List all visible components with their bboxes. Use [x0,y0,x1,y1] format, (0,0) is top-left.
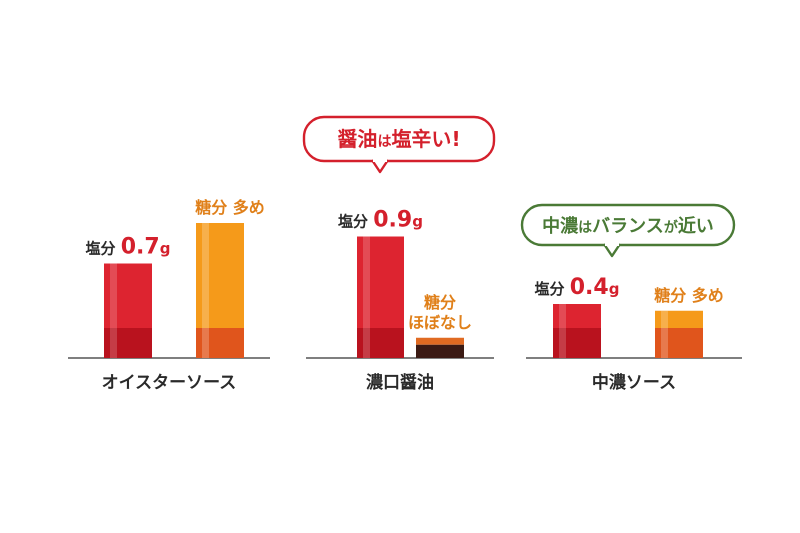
bar-highlight [202,223,209,358]
salt-label: 塩分 0.9g [338,208,423,233]
sugar-label: 糖分 多め [195,198,265,217]
callout-text-part: は [578,220,592,236]
callout-text: 中濃はバランスが近い [542,215,714,237]
salt-label-prefix: 塩分 [86,240,121,258]
salt-label: 塩分 0.7g [86,235,171,260]
callout-text-part: バランス [592,216,664,237]
salt-label-prefix: 塩分 [338,213,373,231]
sugar-label: 糖分 [424,293,456,312]
bar-highlight [661,310,668,358]
salt-label: 塩分 0.4g [535,275,620,300]
callout-text-part: ! [451,127,460,151]
bar-lower [357,328,404,358]
callout: 中濃はバランスが近い [520,203,736,258]
bar [196,223,244,328]
callout-text-part: は [377,134,391,150]
bar-highlight [559,304,566,358]
bar [655,310,703,328]
bar-lower [655,328,703,358]
callout-tail-mask [373,158,387,162]
bar [357,236,404,328]
callout-text-part: 中濃 [542,215,579,237]
salt-label-unit: g [160,240,171,258]
callout-tail [603,243,621,258]
callout-text-part: 醤油 [337,127,377,151]
category-label: 濃口醤油 [366,372,434,393]
salt-label-value: 0.9 [373,208,412,233]
bar-lower [553,328,601,358]
bar [104,263,152,328]
callout-tail [371,159,389,174]
salt-label-unit: g [609,280,620,298]
callout-text-part: 近い [678,215,714,237]
bar [553,304,601,328]
bar-lower [104,328,152,358]
sugar-label: 糖分 多め [654,286,724,305]
bar [416,344,464,358]
callout-text-part: が [664,219,679,236]
category-label: 中濃ソース [592,372,676,393]
bar-highlight [110,263,117,358]
callout-text-part: 塩辛い [391,127,451,151]
category-label: オイスターソース [102,373,237,393]
callout-tail-mask [605,242,619,246]
callout: 醤油は塩辛い! [302,115,496,174]
salt-label-value: 0.7 [121,235,160,260]
salt-label-value: 0.4 [570,275,609,300]
bar-highlight [363,236,370,358]
bar-top [416,337,464,345]
salt-label-prefix: 塩分 [535,280,570,298]
bar-lower [196,328,244,358]
callout-bubble [520,203,736,247]
callout-bubble [302,115,496,163]
salt-label-unit: g [412,213,423,231]
sugar-label: ほぼなし [408,313,472,332]
callout-text: 醤油は塩辛い! [337,127,460,151]
